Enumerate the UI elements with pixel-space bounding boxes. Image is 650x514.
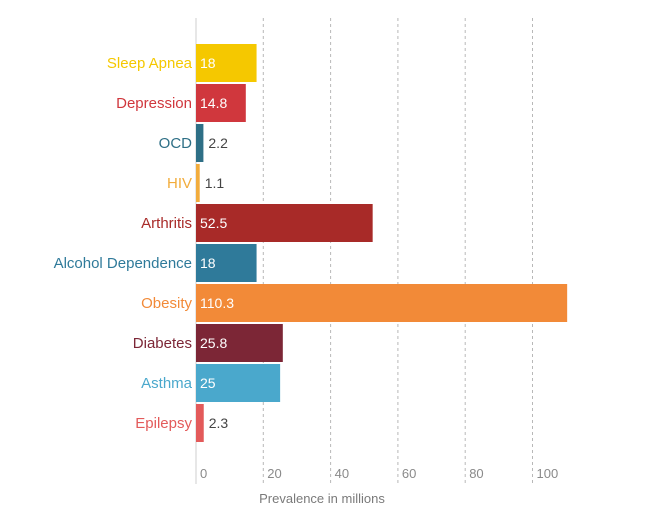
bar-asthma [196, 364, 281, 402]
x-tick-label-0: 0 [200, 466, 207, 481]
label-layer: Sleep Apnea 18 Depression 14.8 OCD 2.2 HIV 1.1 A… [54, 55, 235, 432]
tick-layer: 0 20 40 60 80 100 [200, 466, 558, 481]
bar-depression [196, 84, 246, 122]
bar-ocd [196, 124, 204, 162]
x-tick-label-40: 40 [335, 466, 349, 481]
value-label-depression: 14.8 [200, 95, 227, 111]
category-label-sleep-apnea: Sleep Apnea [107, 55, 193, 72]
bar-diabetes [196, 324, 283, 362]
x-tick-label-20: 20 [267, 466, 281, 481]
value-label-sleep-apnea: 18 [200, 55, 216, 71]
value-label-diabetes: 25.8 [200, 335, 227, 351]
bar-arthritis [196, 204, 373, 242]
x-tick-label-80: 80 [469, 466, 483, 481]
category-label-epilepsy: Epilepsy [135, 415, 192, 432]
bar-obesity [196, 284, 568, 322]
category-label-arthritis: Arthritis [141, 215, 192, 232]
bar-layer [196, 44, 568, 442]
value-label-asthma: 25 [200, 375, 216, 391]
value-label-obesity: 110.3 [200, 295, 234, 311]
category-label-hiv: HIV [167, 175, 192, 192]
bar-epilepsy [196, 404, 204, 442]
x-tick-label-60: 60 [402, 466, 416, 481]
value-label-ocd: 2.2 [208, 135, 228, 151]
value-label-epilepsy: 2.3 [209, 415, 229, 431]
bar-alcohol-dependence [196, 244, 257, 282]
category-label-ocd: OCD [159, 135, 193, 152]
category-label-alcohol-dependence: Alcohol Dependence [54, 255, 192, 272]
value-label-arthritis: 52.5 [200, 215, 227, 231]
category-label-depression: Depression [116, 95, 192, 112]
category-label-obesity: Obesity [141, 295, 192, 312]
value-label-hiv: 1.1 [205, 175, 225, 191]
value-label-alcohol-dependence: 18 [200, 255, 216, 271]
x-tick-label-100: 100 [537, 466, 559, 481]
bar-sleep-apnea [196, 44, 257, 82]
bar-hiv [196, 164, 200, 202]
category-label-diabetes: Diabetes [133, 335, 192, 352]
category-label-asthma: Asthma [141, 375, 193, 392]
x-axis-title: Prevalence in millions [259, 491, 385, 506]
